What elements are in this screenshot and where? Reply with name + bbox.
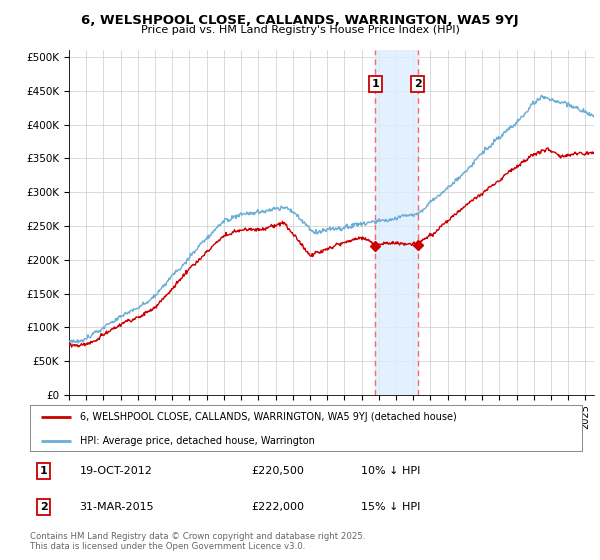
Text: 19-OCT-2012: 19-OCT-2012 — [80, 466, 152, 476]
Text: 31-MAR-2015: 31-MAR-2015 — [80, 502, 154, 512]
Text: 6, WELSHPOOL CLOSE, CALLANDS, WARRINGTON, WA5 9YJ (detached house): 6, WELSHPOOL CLOSE, CALLANDS, WARRINGTON… — [80, 412, 457, 422]
Text: 10% ↓ HPI: 10% ↓ HPI — [361, 466, 421, 476]
Text: 1: 1 — [40, 466, 47, 476]
Bar — [376, 50, 418, 395]
Text: 6, WELSHPOOL CLOSE, CALLANDS, WARRINGTON, WA5 9YJ: 6, WELSHPOOL CLOSE, CALLANDS, WARRINGTON… — [81, 14, 519, 27]
Text: HPI: Average price, detached house, Warrington: HPI: Average price, detached house, Warr… — [80, 436, 314, 446]
Text: 2: 2 — [40, 502, 47, 512]
Text: 1: 1 — [371, 79, 379, 89]
Text: Price paid vs. HM Land Registry's House Price Index (HPI): Price paid vs. HM Land Registry's House … — [140, 25, 460, 35]
Text: 15% ↓ HPI: 15% ↓ HPI — [361, 502, 421, 512]
Text: 2: 2 — [413, 79, 421, 89]
Text: £222,000: £222,000 — [251, 502, 304, 512]
Text: Contains HM Land Registry data © Crown copyright and database right 2025.
This d: Contains HM Land Registry data © Crown c… — [30, 532, 365, 552]
Text: £220,500: £220,500 — [251, 466, 304, 476]
